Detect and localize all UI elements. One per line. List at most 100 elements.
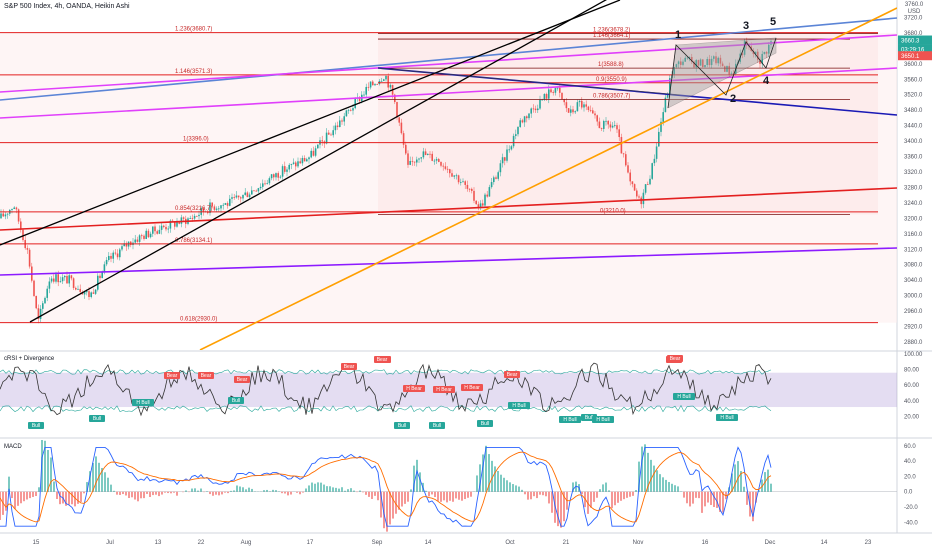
candle-body	[277, 173, 279, 178]
countdown-tag	[898, 44, 932, 54]
macd-histogram-bar	[497, 470, 499, 492]
macd-histogram-bar	[44, 440, 46, 492]
candle-body	[680, 61, 682, 65]
macd-histogram-bar	[638, 461, 640, 492]
rsi-axis: 100.00 80.00 60.00 40.00 20.00	[904, 352, 923, 420]
candle-body	[57, 274, 59, 283]
candle-body	[741, 53, 744, 55]
macd-histogram-bar	[200, 488, 202, 492]
candle-body	[479, 203, 482, 208]
price-tick-label: 3080.0	[904, 263, 923, 269]
bull-signal-tag	[673, 393, 695, 400]
rsi-signal-label: Bear	[201, 373, 212, 379]
candle-body	[182, 217, 185, 219]
macd-histogram-bar	[347, 489, 349, 492]
macd-histogram-bar	[443, 491, 445, 501]
macd-histogram-bar	[746, 491, 748, 505]
candle-body	[240, 197, 242, 199]
macd-histogram-bar	[26, 491, 28, 500]
candle-body	[48, 281, 51, 289]
macd-histogram-bar	[488, 454, 490, 492]
candle-body	[235, 195, 238, 198]
candle-body	[420, 157, 422, 159]
macd-histogram-bar	[524, 491, 526, 495]
candle-body	[101, 272, 103, 279]
purple-trend-line	[0, 247, 897, 276]
candle-body	[374, 84, 376, 86]
candle-body	[174, 221, 176, 227]
macd-histogram-bar	[341, 487, 343, 492]
candle-body	[339, 120, 341, 128]
grey-trend-line	[377, 67, 681, 96]
fib-level-label: 1.236(3680.7)	[175, 27, 212, 33]
candle-body	[209, 202, 211, 214]
macd-histogram-bar	[5, 491, 7, 511]
macd-histogram-bar	[683, 491, 685, 498]
candle-body	[112, 252, 114, 259]
candle-body	[446, 168, 449, 170]
macd-histogram-bar	[122, 491, 124, 495]
macd-histogram-bar	[416, 459, 418, 492]
candle-body	[312, 150, 315, 156]
macd-histogram-bar	[533, 491, 535, 497]
time-tick-label: 22	[198, 540, 205, 546]
macd-histogram-bar	[401, 491, 403, 507]
macd-histogram-bar	[560, 491, 562, 528]
candle-body	[121, 246, 123, 250]
candle-body	[504, 157, 506, 161]
candle-body	[609, 124, 612, 128]
macd-histogram-bar	[449, 491, 451, 501]
wave-label: 3	[743, 20, 749, 32]
macd-histogram-bar	[545, 491, 547, 497]
black-trend-line	[29, 0, 608, 323]
candle-body	[754, 51, 757, 55]
candle-body	[655, 146, 658, 159]
candle-body	[724, 66, 726, 72]
price-axis[interactable]: 3760.0USD3720.03680.03640.03600.03560.03…	[898, 2, 932, 346]
time-tick-label: Nov	[633, 540, 644, 546]
candle-body	[46, 288, 48, 298]
price-tick-label: 3520.0	[904, 93, 923, 99]
candle-body	[589, 110, 592, 111]
macd-histogram-bar	[665, 479, 667, 492]
macd-panel-title: MACD	[4, 444, 22, 450]
candle-body	[213, 206, 216, 210]
candle-body	[11, 208, 13, 210]
macd-histogram-bar	[176, 491, 178, 496]
candle-body	[94, 289, 97, 294]
macd-histogram-bar	[11, 491, 13, 499]
time-tick-label: 17	[307, 540, 314, 546]
candle-body	[517, 126, 519, 135]
macd-histogram-bar	[80, 491, 82, 502]
rsi-signal-label: Bear	[377, 357, 388, 363]
bear-signal-tag	[504, 371, 520, 378]
macd-tick-label: 60.0	[904, 444, 916, 450]
candle-body	[39, 308, 42, 319]
bar-countdown-label: 03:29:16	[901, 48, 925, 54]
candle-body	[125, 243, 128, 247]
macd-histogram-bar	[152, 491, 154, 496]
bull-signal-tag	[477, 420, 493, 427]
bear-signal-tag	[461, 384, 483, 391]
candle-body	[409, 160, 411, 165]
macd-histogram-bar	[539, 491, 541, 495]
macd-histogram-bar	[14, 491, 16, 509]
candle-body	[528, 113, 530, 119]
candle-body	[26, 248, 29, 250]
candle-body	[244, 192, 246, 195]
bear-signal-tag	[433, 386, 455, 393]
time-axis[interactable]: 15 Jul 13 22 Aug 17 Sep 14 Oct 21 Nov 16 Dec 14 23	[33, 540, 872, 546]
macd-histogram-bar	[311, 482, 313, 492]
macd-histogram-bar	[77, 491, 79, 504]
macd-histogram-bar	[437, 491, 439, 501]
candle-body	[512, 135, 515, 147]
candle-body	[653, 158, 656, 164]
macd-histogram-bar	[314, 483, 316, 492]
price-tick-label: 3000.0	[904, 294, 923, 300]
macd-histogram-bar	[242, 487, 244, 492]
macd-histogram-bar	[113, 490, 115, 492]
macd-histogram-bar	[245, 489, 247, 492]
candle-body	[400, 122, 403, 134]
macd-histogram-bar	[92, 462, 94, 492]
